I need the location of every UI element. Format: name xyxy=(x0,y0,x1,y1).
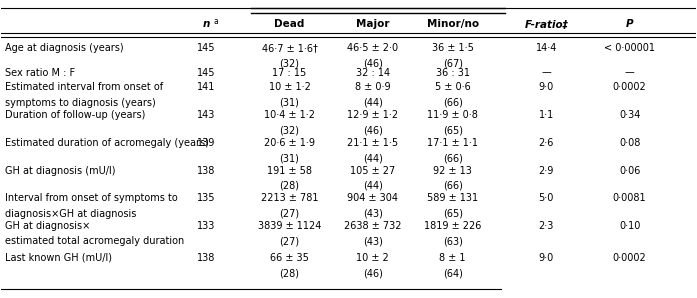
Text: GH at diagnosis×: GH at diagnosis× xyxy=(5,221,90,231)
Text: 0·08: 0·08 xyxy=(619,138,641,148)
Text: (32): (32) xyxy=(279,59,300,69)
Text: (67): (67) xyxy=(443,59,463,69)
Text: 135: 135 xyxy=(197,193,215,203)
Text: 0·0002: 0·0002 xyxy=(613,82,647,92)
Text: 0·06: 0·06 xyxy=(619,165,641,176)
Text: 12·9 ± 1·2: 12·9 ± 1·2 xyxy=(347,110,399,120)
Text: symptoms to diagnosis (years): symptoms to diagnosis (years) xyxy=(5,98,155,108)
Text: (66): (66) xyxy=(443,181,463,191)
Text: 8 ± 0·9: 8 ± 0·9 xyxy=(355,82,390,92)
Text: 32 : 14: 32 : 14 xyxy=(355,68,390,77)
Text: 139: 139 xyxy=(197,138,215,148)
Text: (44): (44) xyxy=(363,153,383,163)
Text: —: — xyxy=(542,68,551,77)
Text: 2·6: 2·6 xyxy=(539,138,554,148)
Text: Interval from onset of symptoms to: Interval from onset of symptoms to xyxy=(5,193,178,203)
Text: (32): (32) xyxy=(279,125,300,135)
Text: —: — xyxy=(625,68,634,77)
Text: F-ratio‡: F-ratio‡ xyxy=(524,19,568,29)
Text: (44): (44) xyxy=(363,181,383,191)
Text: 21·1 ± 1·5: 21·1 ± 1·5 xyxy=(347,138,399,148)
Text: 141: 141 xyxy=(197,82,215,92)
Text: 46·5 ± 2·0: 46·5 ± 2·0 xyxy=(347,43,399,53)
Text: Estimated duration of acromegaly (years): Estimated duration of acromegaly (years) xyxy=(5,138,208,148)
Text: 36 : 31: 36 : 31 xyxy=(436,68,470,77)
Text: (46): (46) xyxy=(363,268,383,278)
Text: 143: 143 xyxy=(197,110,215,120)
Text: P: P xyxy=(626,19,634,29)
Text: 2·9: 2·9 xyxy=(539,165,554,176)
Text: 0·0002: 0·0002 xyxy=(613,253,647,263)
Text: Last known GH (mU/l): Last known GH (mU/l) xyxy=(5,253,112,263)
Text: (43): (43) xyxy=(363,236,383,246)
Text: 17 : 15: 17 : 15 xyxy=(273,68,307,77)
Text: (65): (65) xyxy=(443,125,463,135)
Text: (46): (46) xyxy=(363,125,383,135)
Text: (28): (28) xyxy=(279,181,300,191)
Text: (66): (66) xyxy=(443,153,463,163)
Text: (31): (31) xyxy=(279,98,300,108)
Text: 11·9 ± 0·8: 11·9 ± 0·8 xyxy=(427,110,478,120)
Text: (27): (27) xyxy=(279,236,300,246)
Text: (63): (63) xyxy=(443,236,463,246)
Text: 46·7 ± 1·6†: 46·7 ± 1·6† xyxy=(261,43,317,53)
Text: 10·4 ± 1·2: 10·4 ± 1·2 xyxy=(264,110,315,120)
Text: (66): (66) xyxy=(443,98,463,108)
Text: 191 ± 58: 191 ± 58 xyxy=(267,165,312,176)
Text: 9·0: 9·0 xyxy=(539,82,554,92)
Text: 10 ± 2: 10 ± 2 xyxy=(356,253,389,263)
Text: 8 ± 1: 8 ± 1 xyxy=(439,253,466,263)
Text: 1·1: 1·1 xyxy=(539,110,554,120)
Text: 2213 ± 781: 2213 ± 781 xyxy=(261,193,319,203)
Text: (65): (65) xyxy=(443,209,463,219)
Text: Duration of follow-up (years): Duration of follow-up (years) xyxy=(5,110,145,120)
Text: 138: 138 xyxy=(197,253,215,263)
Text: 3839 ± 1124: 3839 ± 1124 xyxy=(258,221,321,231)
Text: (27): (27) xyxy=(279,209,300,219)
Text: (43): (43) xyxy=(363,209,383,219)
Text: 2·3: 2·3 xyxy=(539,221,554,231)
Text: 36 ± 1·5: 36 ± 1·5 xyxy=(431,43,473,53)
Text: 5 ± 0·6: 5 ± 0·6 xyxy=(435,82,470,92)
Text: (28): (28) xyxy=(279,268,300,278)
Text: 138: 138 xyxy=(197,165,215,176)
Text: 145: 145 xyxy=(197,68,215,77)
Text: < 0·00001: < 0·00001 xyxy=(604,43,655,53)
Text: 66 ± 35: 66 ± 35 xyxy=(270,253,309,263)
Text: Major: Major xyxy=(356,19,390,29)
Text: 1819 ± 226: 1819 ± 226 xyxy=(424,221,482,231)
Text: 10 ± 1·2: 10 ± 1·2 xyxy=(268,82,310,92)
Text: n: n xyxy=(203,19,210,29)
Text: 92 ± 13: 92 ± 13 xyxy=(434,165,472,176)
Text: Estimated interval from onset of: Estimated interval from onset of xyxy=(5,82,163,92)
Text: 0·10: 0·10 xyxy=(619,221,641,231)
Text: Age at diagnosis (years): Age at diagnosis (years) xyxy=(5,43,123,53)
Text: Minor/no: Minor/no xyxy=(427,19,479,29)
Text: 17·1 ± 1·1: 17·1 ± 1·1 xyxy=(427,138,478,148)
Text: diagnosis×GH at diagnosis: diagnosis×GH at diagnosis xyxy=(5,209,136,219)
Text: 20·6 ± 1·9: 20·6 ± 1·9 xyxy=(264,138,315,148)
Text: 133: 133 xyxy=(197,221,215,231)
Text: (31): (31) xyxy=(279,153,300,163)
Text: 2638 ± 732: 2638 ± 732 xyxy=(344,221,401,231)
Text: (46): (46) xyxy=(363,59,383,69)
Text: (44): (44) xyxy=(363,98,383,108)
Text: 14·4: 14·4 xyxy=(536,43,557,53)
Text: 5·0: 5·0 xyxy=(539,193,554,203)
Text: Dead: Dead xyxy=(275,19,305,29)
Text: 145: 145 xyxy=(197,43,215,53)
Text: (64): (64) xyxy=(443,268,463,278)
Text: 9·0: 9·0 xyxy=(539,253,554,263)
Text: 0·34: 0·34 xyxy=(619,110,641,120)
Text: Sex ratio M : F: Sex ratio M : F xyxy=(5,68,75,77)
Text: 589 ± 131: 589 ± 131 xyxy=(427,193,478,203)
Text: a: a xyxy=(213,17,218,26)
Text: GH at diagnosis (mU/l): GH at diagnosis (mU/l) xyxy=(5,165,116,176)
Text: estimated total acromegaly duration: estimated total acromegaly duration xyxy=(5,236,184,246)
Text: 105 ± 27: 105 ± 27 xyxy=(350,165,395,176)
Text: 0·0081: 0·0081 xyxy=(613,193,647,203)
Text: 904 ± 304: 904 ± 304 xyxy=(347,193,398,203)
